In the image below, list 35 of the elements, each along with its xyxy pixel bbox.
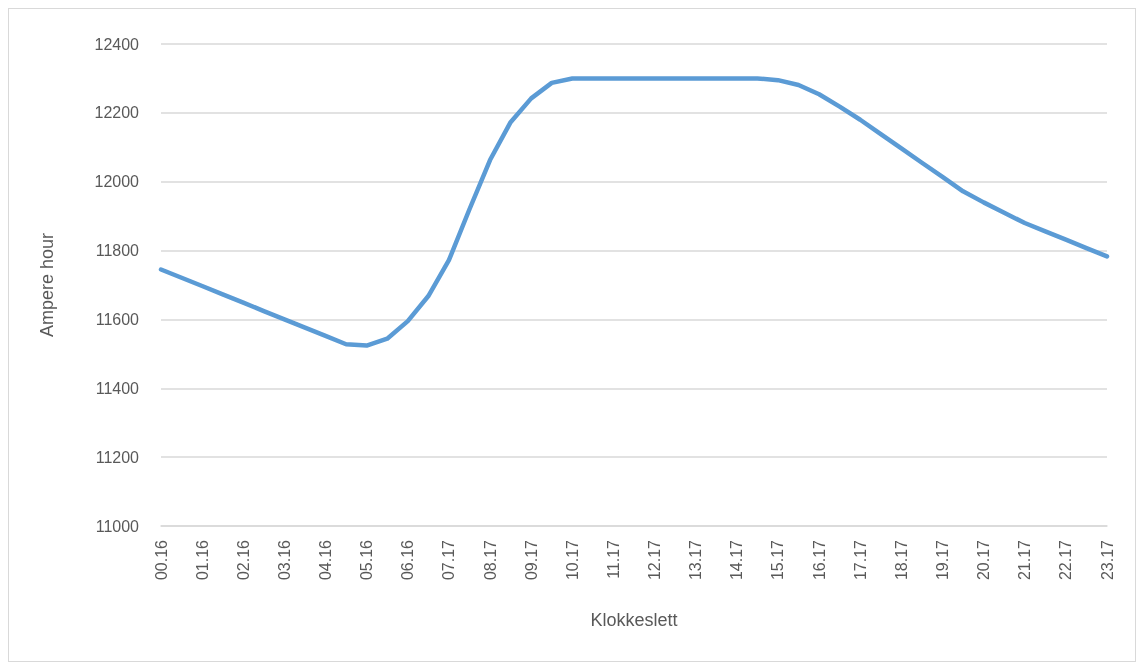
x-tick-label: 03.16 [275, 539, 293, 581]
x-tick-label: 21.17 [1016, 539, 1034, 581]
y-tick-label: 12200 [94, 104, 140, 122]
x-tick-label: 23.17 [1098, 539, 1116, 581]
x-tick-label: 19.17 [933, 539, 951, 581]
x-tick-label: 17.17 [851, 539, 869, 581]
x-tick-label: 12.17 [646, 539, 664, 581]
x-tick-label: 11.17 [604, 539, 622, 579]
x-tick-label: 15.17 [769, 539, 787, 581]
x-tick-label: 22.17 [1057, 539, 1075, 581]
x-tick-label: 08.17 [481, 539, 499, 581]
x-axis-title: Klokkeslett [590, 610, 678, 630]
y-tick-label: 11600 [95, 310, 140, 328]
x-tick-label: 09.17 [522, 539, 540, 581]
x-tick-label: 07.17 [440, 539, 458, 581]
y-tick-label: 11000 [95, 517, 140, 535]
y-tick-label: 11400 [95, 379, 140, 397]
x-tick-label: 00.16 [152, 539, 170, 581]
y-tick-label: 12000 [94, 173, 140, 191]
x-tick-label: 10.17 [563, 539, 581, 581]
x-tick-label: 06.16 [399, 539, 417, 581]
y-axis-title: Ampere hour [37, 232, 57, 338]
x-tick-label: 13.17 [687, 539, 705, 581]
y-tick-label: 12400 [94, 35, 140, 53]
x-tick-label: 14.17 [728, 539, 746, 581]
x-tick-label: 01.16 [193, 539, 211, 581]
x-tick-label: 18.17 [892, 539, 910, 581]
x-tick-label: 04.16 [317, 539, 335, 581]
y-tick-label: 11800 [95, 242, 140, 260]
x-tick-label: 16.17 [810, 539, 828, 581]
x-tick-label: 20.17 [975, 539, 993, 581]
x-tick-label: 02.16 [234, 539, 252, 581]
line-series [158, 76, 1110, 348]
x-tick-label: 05.16 [358, 539, 376, 581]
y-tick-label: 11200 [95, 448, 140, 466]
